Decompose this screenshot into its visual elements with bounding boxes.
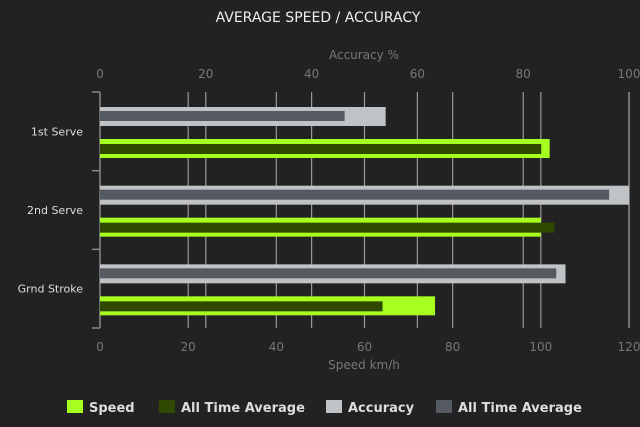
category-label: 1st Serve [31,125,83,138]
chart-title: AVERAGE SPEED / ACCURACY [216,10,421,26]
legend-swatch [159,400,175,413]
legend-swatch [326,400,342,413]
top-tick-label: 20 [198,67,213,81]
bottom-tick-label: 60 [357,340,372,354]
bar-accuracy-average [100,268,557,279]
legend-label[interactable]: All Time Average [181,401,305,416]
bottom-tick-label: 40 [269,340,284,354]
legend-swatch [436,400,452,413]
bottom-tick-label: 20 [181,340,196,354]
bar-speed-average [100,144,542,154]
bar-speed-average [100,301,383,312]
bottom-axis-title: Speed km/h [328,358,400,372]
legend-label[interactable]: Accuracy [348,401,415,416]
top-tick-label: 0 [96,67,104,81]
legend-label[interactable]: All Time Average [458,401,582,416]
category-label: Grnd Stroke [18,283,84,296]
bar-accuracy-average [100,189,610,200]
top-tick-label: 80 [516,67,531,81]
top-tick-label: 40 [304,67,319,81]
bottom-tick-label: 120 [618,340,640,354]
bar-speed-average [100,222,555,233]
bottom-tick-label: 0 [96,340,104,354]
legend-label[interactable]: Speed [89,401,135,416]
bar-accuracy-average [100,111,345,121]
legend-swatch [67,400,83,413]
category-label: 2nd Serve [27,204,83,217]
top-tick-label: 100 [618,67,640,81]
bottom-tick-label: 100 [529,340,552,354]
top-tick-label: 60 [410,67,425,81]
top-axis-title: Accuracy % [329,48,399,62]
bottom-tick-label: 80 [445,340,460,354]
